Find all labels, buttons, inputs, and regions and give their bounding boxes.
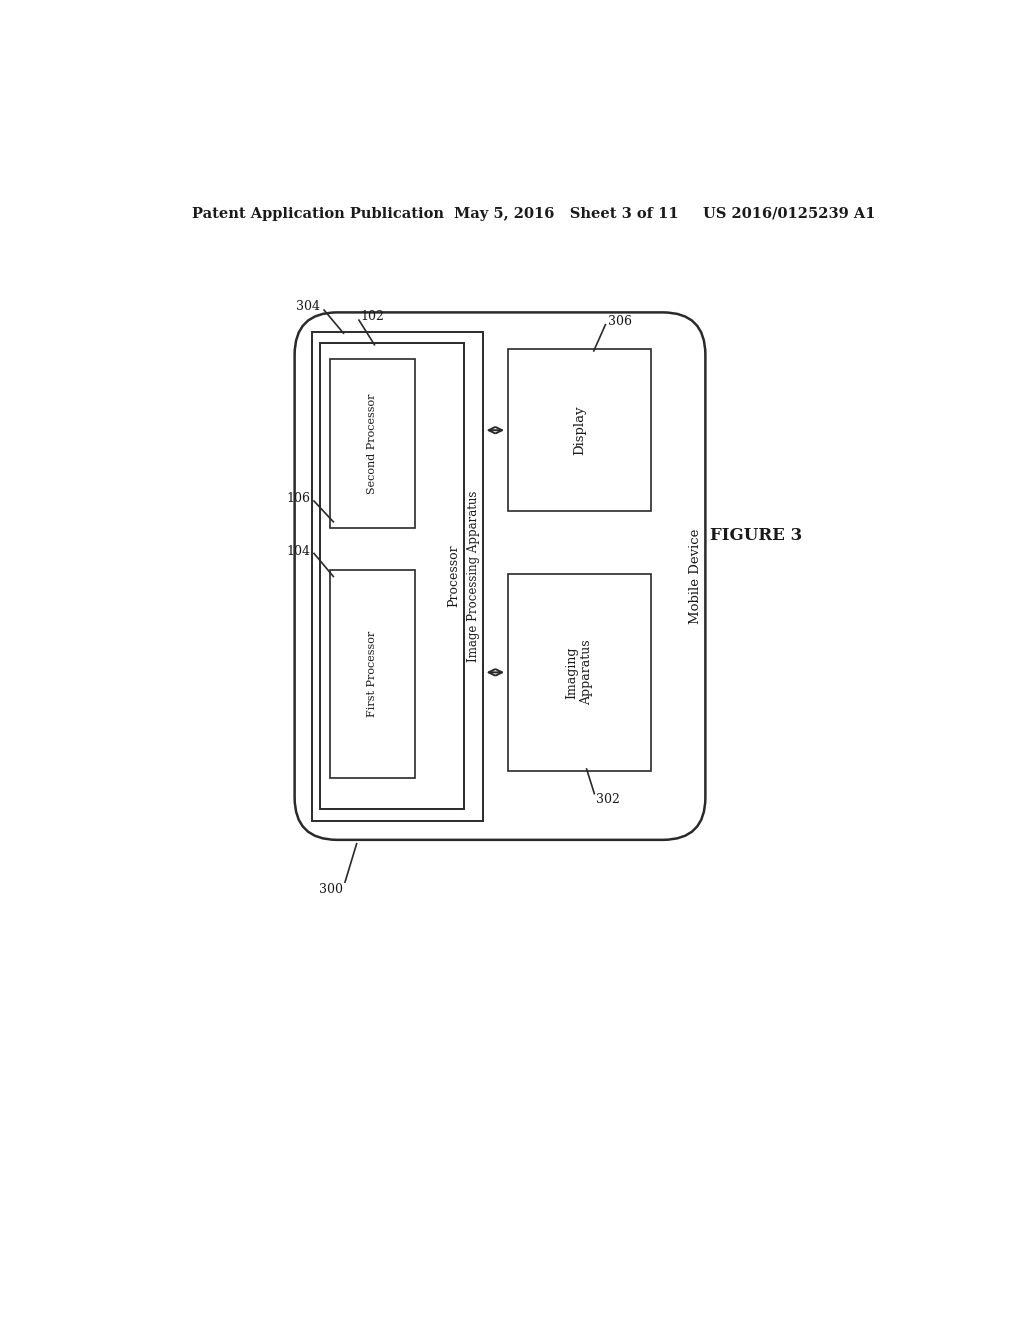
Text: Patent Application Publication: Patent Application Publication (191, 207, 443, 220)
Text: 304: 304 (296, 300, 321, 313)
Text: Second Processor: Second Processor (368, 393, 377, 494)
Text: US 2016/0125239 A1: US 2016/0125239 A1 (703, 207, 876, 220)
Text: Processor: Processor (447, 545, 460, 607)
Text: Image Processing Apparatus: Image Processing Apparatus (467, 491, 480, 661)
Text: FIGURE 3: FIGURE 3 (710, 527, 802, 544)
Text: First Processor: First Processor (368, 631, 377, 718)
Text: 102: 102 (360, 310, 384, 323)
Text: 104: 104 (287, 545, 311, 557)
Text: 306: 306 (607, 315, 632, 329)
Text: 106: 106 (287, 492, 311, 506)
Text: Display: Display (573, 405, 586, 455)
Text: Imaging
Apparatus: Imaging Apparatus (565, 640, 594, 705)
Text: 300: 300 (318, 883, 343, 896)
Text: Mobile Device: Mobile Device (689, 528, 701, 624)
Text: May 5, 2016   Sheet 3 of 11: May 5, 2016 Sheet 3 of 11 (454, 207, 678, 220)
Text: 302: 302 (596, 793, 620, 807)
